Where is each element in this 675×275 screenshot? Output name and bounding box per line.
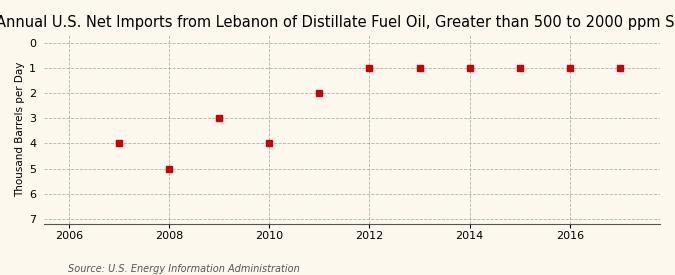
Title: Annual U.S. Net Imports from Lebanon of Distillate Fuel Oil, Greater than 500 to: Annual U.S. Net Imports from Lebanon of … [0, 15, 675, 30]
Y-axis label: Thousand Barrels per Day: Thousand Barrels per Day [15, 62, 25, 197]
Text: Source: U.S. Energy Information Administration: Source: U.S. Energy Information Administ… [68, 264, 299, 274]
